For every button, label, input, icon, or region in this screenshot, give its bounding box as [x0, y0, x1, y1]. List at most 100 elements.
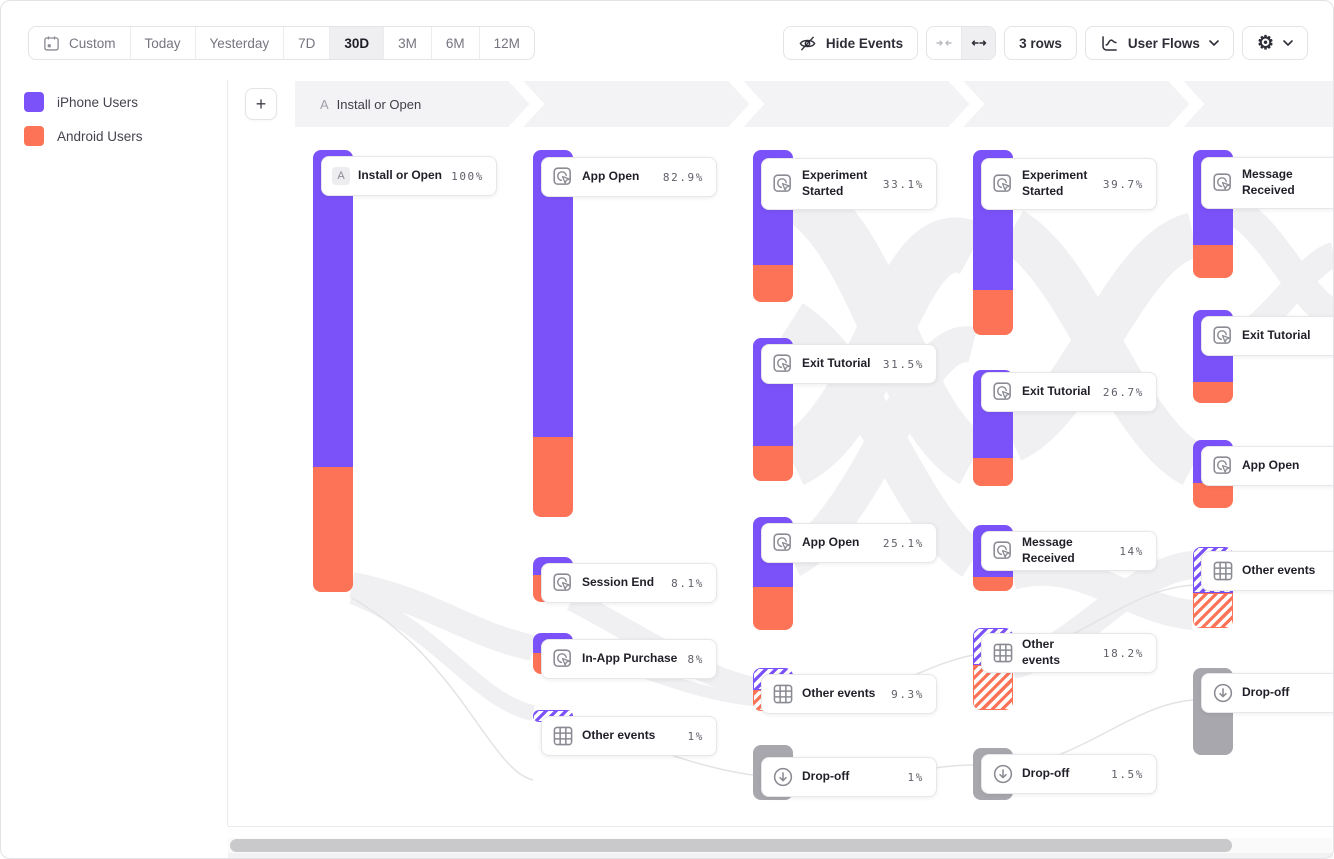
android-users-segment — [753, 446, 793, 481]
drop-off-icon — [992, 763, 1014, 785]
node-label: App Open — [1242, 458, 1300, 473]
node-card-exit-tutorial[interactable]: Exit Tutorial — [1201, 316, 1334, 356]
android-users-segment — [753, 265, 793, 302]
node-percentage: 9.3% — [891, 687, 924, 701]
other-events-icon — [772, 683, 794, 705]
collapse-icon — [936, 40, 952, 46]
node-label: Exit Tutorial — [1242, 328, 1311, 343]
android-users-segment — [1193, 483, 1233, 508]
expand-icon — [971, 40, 986, 46]
node-card-exit-tutorial[interactable]: Exit Tutorial 31.5% — [761, 344, 937, 384]
drop-off-icon — [772, 766, 794, 788]
node-label: Install or Open — [358, 168, 443, 183]
date-range-3m[interactable]: 3M — [383, 27, 431, 59]
node-label: Other events — [1242, 563, 1316, 578]
hide-events-button[interactable]: Hide Events — [782, 26, 919, 60]
node-percentage: 25.1% — [882, 536, 924, 550]
node-card-experiment-started[interactable]: Experiment Started 33.1% — [761, 158, 937, 210]
bottom-strip — [228, 853, 1333, 858]
node-card-exit-tutorial[interactable]: Exit Tutorial 26.7% — [981, 372, 1157, 412]
other-events-icon — [1212, 560, 1234, 582]
calendar-icon — [43, 35, 60, 52]
node-card-session-end[interactable]: Session End 8.1% — [541, 563, 717, 603]
horizontal-scrollbar-track[interactable] — [228, 838, 1332, 853]
node-card-drop-off[interactable]: Drop-off — [1201, 673, 1334, 713]
node-percentage: 14% — [1119, 544, 1144, 558]
event-icon — [992, 540, 1014, 562]
node-percentage: 8% — [687, 652, 704, 666]
node-card-other-events[interactable]: Other events 18.2% — [981, 633, 1157, 673]
node-percentage: 100% — [451, 169, 484, 183]
event-icon — [992, 381, 1014, 403]
drop-off-icon — [1212, 682, 1234, 704]
node-label: Message Received — [1022, 535, 1075, 565]
node-label: Session End — [582, 575, 655, 590]
chart-bottom-border — [228, 826, 1333, 827]
event-icon — [552, 572, 574, 594]
event-icon — [1212, 455, 1234, 477]
node-percentage: 82.9% — [662, 170, 704, 184]
node-card-message-received[interactable]: Message Received 14% — [981, 531, 1157, 571]
node-card-message-received[interactable]: Message Received — [1201, 157, 1334, 209]
android-users-segment — [753, 587, 793, 630]
node-percentage: 8.1% — [671, 576, 704, 590]
date-range-today[interactable]: Today — [129, 27, 195, 59]
date-range-label: Custom — [69, 35, 116, 51]
node-card-in-app-purchase[interactable]: In-App Purchase 8% — [541, 639, 717, 679]
node-card-app-open[interactable]: App Open — [1201, 446, 1334, 486]
node-card-experiment-started[interactable]: Experiment Started 39.7% — [981, 158, 1157, 210]
date-range-custom[interactable]: Custom — [29, 27, 130, 59]
iphone-users-segment — [313, 150, 353, 467]
other-events-icon — [992, 642, 1014, 664]
settings-button[interactable]: ⚙ — [1241, 26, 1308, 60]
flow-step-header[interactable]: A Install or Open — [295, 81, 1334, 127]
node-label: Other events — [1022, 637, 1061, 667]
step-chevrons — [508, 81, 1205, 127]
legend-item-iphone-users[interactable]: iPhone Users — [24, 92, 143, 112]
view-selector-button[interactable]: User Flows — [1084, 26, 1234, 60]
node-card-other-events[interactable]: Other events 1% — [541, 716, 717, 756]
node-card-app-open[interactable]: App Open 82.9% — [541, 157, 717, 197]
node-percentage: 31.5% — [882, 357, 924, 371]
event-icon — [552, 166, 574, 188]
step-a-label[interactable]: A Install or Open — [320, 96, 422, 112]
other-events-icon — [552, 725, 574, 747]
date-range-6m[interactable]: 6M — [430, 27, 479, 59]
collapse-expand-group — [926, 26, 997, 60]
node-percentage: 1.5% — [1111, 767, 1144, 781]
date-range-7d[interactable]: 7D — [283, 27, 329, 59]
node-label: In-App Purchase — [582, 651, 678, 666]
node-card-install-or-open[interactable]: A Install or Open 100% — [321, 156, 497, 196]
legend-item-android-users[interactable]: Android Users — [24, 126, 143, 146]
node-card-other-events[interactable]: Other events 9.3% — [761, 674, 937, 714]
eye-off-icon — [798, 34, 817, 53]
date-range-30d-selected[interactable]: 30D — [329, 27, 384, 59]
node-label: App Open — [582, 169, 640, 184]
node-card-other-events[interactable]: Other events — [1201, 551, 1334, 591]
series-legend: iPhone Users Android Users — [24, 92, 143, 146]
horizontal-scrollbar-thumb[interactable] — [230, 839, 1232, 852]
expand-columns-button[interactable] — [961, 27, 996, 59]
node-card-app-open[interactable]: App Open 25.1% — [761, 523, 937, 563]
node-label: Drop-off — [1022, 766, 1070, 781]
add-step-button[interactable]: + — [245, 88, 277, 120]
android-users-segment — [1193, 593, 1233, 628]
node-percentage: 1% — [687, 729, 704, 743]
event-icon — [772, 532, 794, 554]
android-users-segment — [973, 458, 1013, 486]
android-users-segment — [313, 467, 353, 592]
android-users-swatch — [24, 126, 44, 146]
node-percentage: 26.7% — [1102, 385, 1144, 399]
date-range-yesterday[interactable]: Yesterday — [194, 27, 284, 59]
collapse-columns-button[interactable] — [927, 27, 961, 59]
date-range-12m[interactable]: 12M — [478, 27, 534, 59]
node-percentage: 39.7% — [1102, 177, 1144, 191]
node-card-drop-off[interactable]: Drop-off 1% — [761, 757, 937, 797]
node-label: Other events — [802, 686, 876, 701]
android-users-segment — [1193, 245, 1233, 278]
rows-button[interactable]: 3 rows — [1004, 26, 1077, 60]
node-card-drop-off[interactable]: Drop-off 1.5% — [981, 754, 1157, 794]
sidebar-divider — [227, 80, 228, 826]
flow-bar-app-open — [533, 150, 573, 517]
